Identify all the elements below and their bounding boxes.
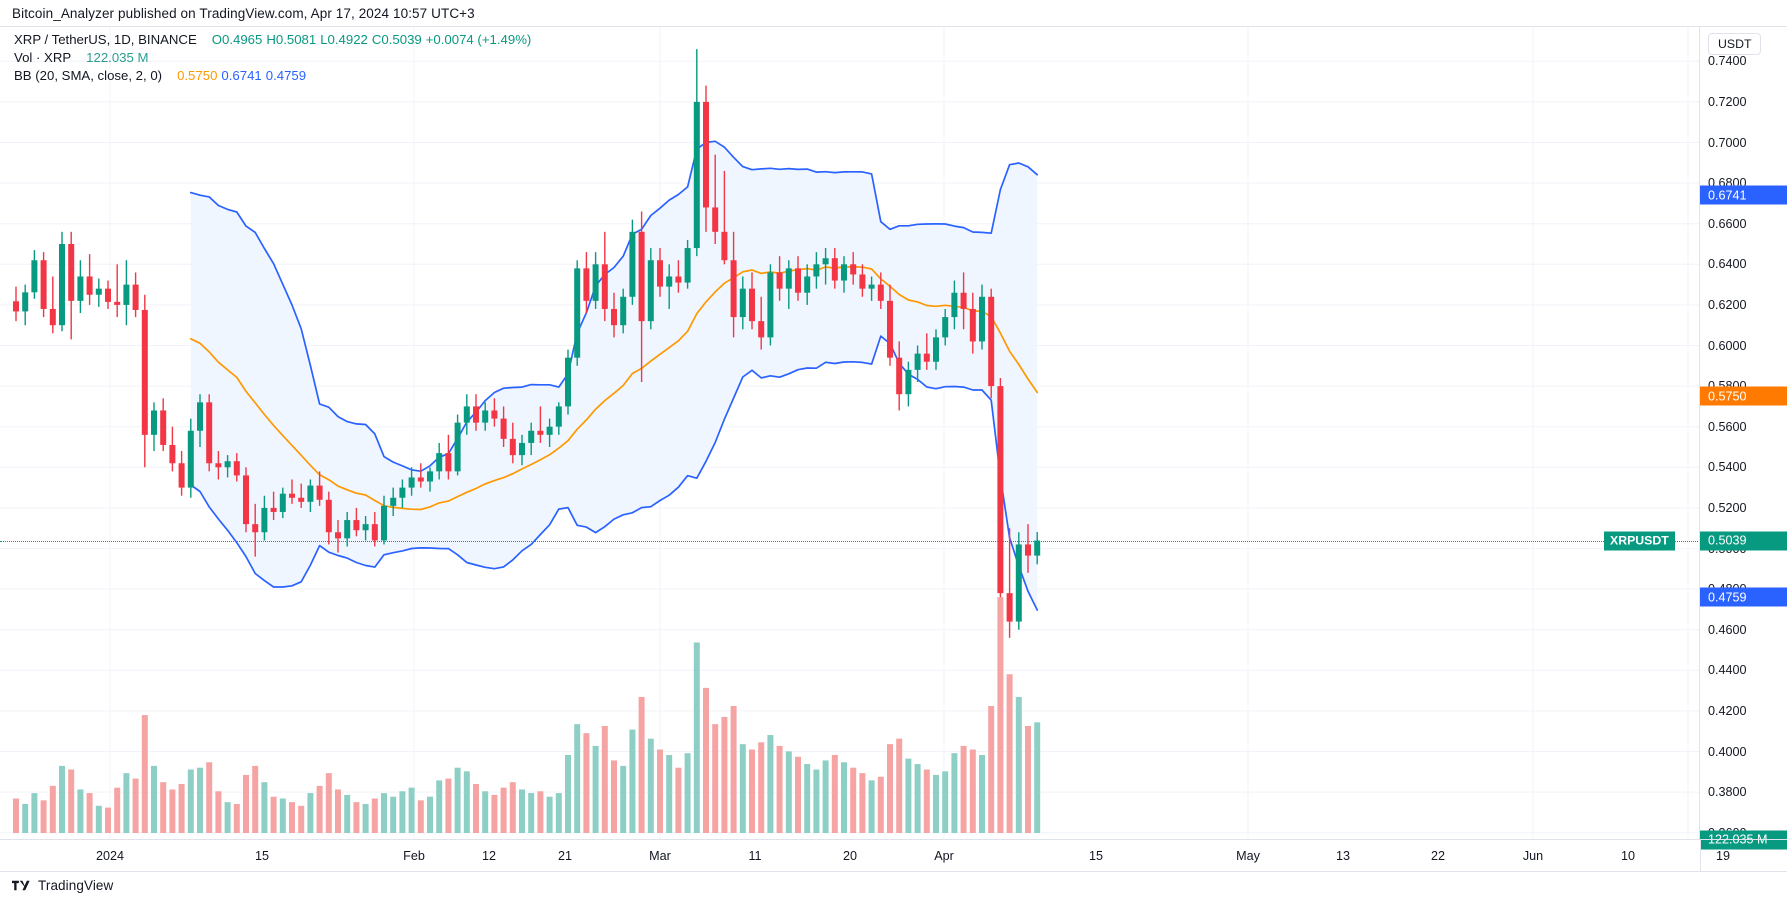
plot-area[interactable]: XRPUSDT [0, 27, 1700, 839]
time-axis-tick: 19 [1715, 849, 1731, 863]
time-axis-tick: Jun [1522, 849, 1544, 863]
time-axis-tick: 22 [1430, 849, 1446, 863]
price-axis-unit: USDT [1708, 33, 1762, 55]
price-axis-tick: 0.4200 [1708, 703, 1747, 718]
price-axis-tick: 0.7200 [1708, 94, 1747, 109]
legend-row-volume: Vol · XRP 122.035 M [14, 49, 531, 67]
price-axis-tick: 0.6400 [1708, 257, 1747, 272]
time-axis-tick: 11 [748, 849, 762, 863]
time-axis-tick: 10 [1620, 849, 1636, 863]
price-axis-tick: 0.5400 [1708, 460, 1747, 475]
legend-bb-basis: 0.5750 [177, 68, 218, 83]
legend-low: L0.4922 [320, 32, 368, 47]
price-axis-tick: 0.6000 [1708, 338, 1747, 353]
footer-branding: TradingView [12, 878, 113, 893]
time-axis[interactable]: 2024 15 Feb 12 21 Mar 11 20 Apr 15 May 13 22 Jun 10 19 [0, 839, 1730, 872]
legend-close: C0.5039 [371, 32, 422, 47]
time-axis-tick: 2024 [95, 849, 125, 863]
price-axis-tick: 0.6200 [1708, 297, 1747, 312]
chart-legend: XRP / TetherUS, 1D, BINANCE O0.4965 H0.5… [14, 31, 531, 85]
axis-corner [1700, 839, 1787, 872]
bb-upper-badge[interactable]: 0.6741 [1700, 185, 1787, 205]
price-axis[interactable]: USDT 0.7400 0.7200 0.7000 0.6800 0.6600 0.640… [1700, 27, 1787, 850]
legend-bb-title: BB (20, SMA, close, 2, 0) [14, 68, 163, 83]
legend-symbol-title: XRP / TetherUS, 1D, BINANCE [14, 32, 197, 47]
legend-open: O0.4965 [211, 32, 263, 47]
time-axis-tick: Feb [403, 849, 425, 863]
symbol-price-tag[interactable]: XRPUSDT [1604, 531, 1675, 551]
legend-row-bb: BB (20, SMA, close, 2, 0) 0.5750 0.6741 … [14, 67, 531, 85]
legend-high: H0.5081 [266, 32, 317, 47]
attribution-line: Bitcoin_Analyzer published on TradingVie… [12, 6, 475, 21]
legend-row-symbol: XRP / TetherUS, 1D, BINANCE O0.4965 H0.5… [14, 31, 531, 49]
time-axis-tick: Mar [649, 849, 671, 863]
price-axis-tick: 0.6600 [1708, 216, 1747, 231]
price-axis-tick: 0.7000 [1708, 135, 1747, 150]
legend-volume-value: 122.035 M [86, 50, 149, 65]
time-axis-tick: 12 [481, 849, 497, 863]
time-axis-tick: 13 [1335, 849, 1351, 863]
legend-volume-title: Vol · XRP [14, 50, 72, 65]
time-axis-tick: 20 [842, 849, 858, 863]
chart-frame: XRPUSDT XRP / TetherUS, 1D, BINANCE O0.4… [0, 26, 1787, 872]
last-price-badge[interactable]: 0.5039 [1700, 531, 1787, 551]
price-axis-tick: 0.3800 [1708, 785, 1747, 800]
bb-lower-badge[interactable]: 0.4759 [1700, 587, 1787, 607]
tradingview-wordmark: TradingView [38, 878, 114, 893]
time-axis-tick: Apr [934, 849, 954, 863]
time-axis-tick: 15 [254, 849, 270, 863]
time-axis-tick: 21 [557, 849, 573, 863]
price-axis-tick: 0.5200 [1708, 500, 1747, 515]
price-axis-tick: 0.4600 [1708, 622, 1747, 637]
price-axis-tick: 0.7400 [1708, 54, 1747, 69]
current-price-line [0, 540, 1699, 542]
time-axis-tick: 15 [1088, 849, 1104, 863]
time-axis-tick: May [1236, 849, 1260, 863]
legend-bb-lower: 0.4759 [265, 68, 307, 83]
chart-canvas [0, 27, 1699, 839]
legend-change: +0.0074 (+1.49%) [425, 32, 532, 47]
legend-bb-upper: 0.6741 [221, 68, 262, 83]
bb-basis-badge[interactable]: 0.5750 [1700, 386, 1787, 406]
price-axis-tick: 0.4400 [1708, 663, 1747, 678]
price-axis-tick: 0.5600 [1708, 419, 1747, 434]
tradingview-logo-icon [12, 880, 30, 891]
price-axis-tick: 0.4000 [1708, 744, 1747, 759]
